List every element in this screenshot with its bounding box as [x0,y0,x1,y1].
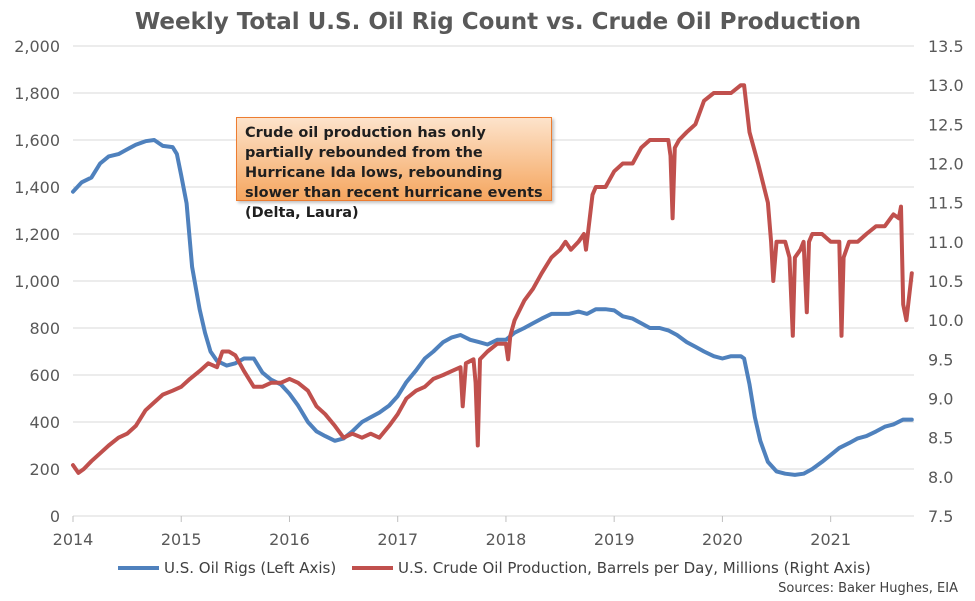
x-tick-label: 2019 [594,530,635,549]
right-tick-label: 8.5 [928,429,953,448]
series-line-crude-production [71,83,914,475]
left-tick-label: 1,000 [14,272,60,291]
right-tick-label: 9.0 [928,390,953,409]
right-tick-label: 12.5 [928,115,964,134]
left-tick-label: 1,800 [14,84,60,103]
left-tick-label: 400 [29,413,60,432]
left-tick-label: 1,400 [14,178,60,197]
right-axis: 7.5 8.0 8.5 9.0 9.5 10.0 10.5 11.0 11.5 12.0 12.5 1… [928,37,964,526]
chart-title: Weekly Total U.S. Oil Rig Count vs. Crud… [135,9,861,35]
left-tick-label: 600 [29,366,60,385]
left-tick-label: 200 [29,460,60,479]
x-tick-label: 2017 [377,530,418,549]
right-tick-label: 10.5 [928,272,964,291]
left-tick-label: 0 [50,507,60,526]
annotation-callout: Crude oil production has only partially … [236,117,552,221]
left-tick-label: 800 [29,319,60,338]
right-tick-label: 13.0 [928,76,964,95]
legend: U.S. Oil Rigs (Left Axis) U.S. Crude Oil… [118,559,871,577]
gridlines [73,45,914,470]
left-axis: 0 200 400 600 800 1,000 1,200 1,400 1,600 1,800 2,… [14,37,60,526]
left-tick-label: 1,600 [14,131,60,150]
right-tick-label: 8.0 [928,468,953,487]
right-tick-label: 11.5 [928,194,964,213]
x-tick-label: 2020 [702,530,743,549]
right-tick-label: 9.5 [928,350,953,369]
right-tick-label: 12.0 [928,155,964,174]
x-tick-label: 2015 [161,530,202,549]
legend-label-production: U.S. Crude Oil Production, Barrels per D… [398,559,871,577]
source-note: Sources: Baker Hughes, EIA [778,581,958,596]
x-tick-label: 2021 [810,530,851,549]
right-tick-label: 10.0 [928,311,964,330]
left-tick-label: 1,200 [14,225,60,244]
x-tick-label: 2014 [53,530,94,549]
series-line-oil-rigs [71,138,914,477]
x-tick-label: 2018 [486,530,527,549]
x-axis: 2014 2015 2016 2017 2018 2019 2020 2021 [53,516,851,549]
series-group [71,83,914,477]
right-tick-label: 7.5 [928,507,953,526]
left-tick-label: 2,000 [14,37,60,56]
right-tick-label: 11.0 [928,233,964,252]
legend-label-rigs: U.S. Oil Rigs (Left Axis) [164,559,336,577]
x-tick-label: 2016 [269,530,310,549]
right-tick-label: 13.5 [928,37,964,56]
